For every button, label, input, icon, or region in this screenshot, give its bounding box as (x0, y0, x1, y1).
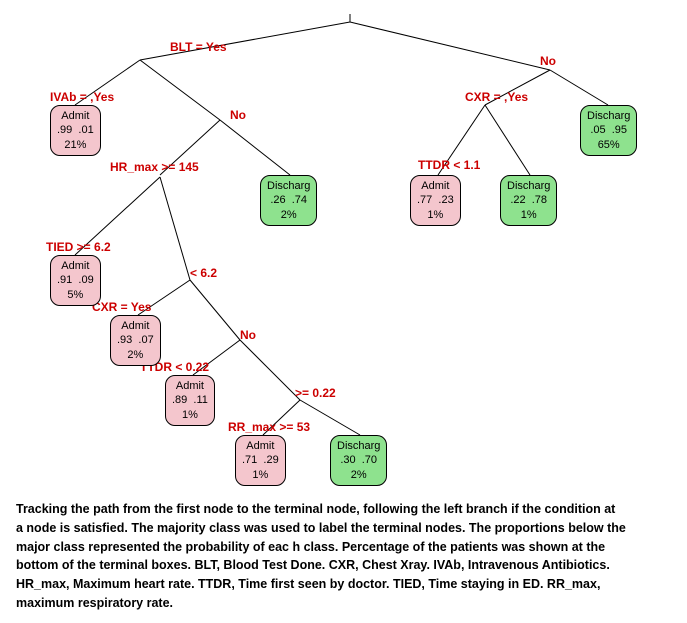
split-label: No (540, 54, 556, 68)
leaf-pct: 1% (242, 468, 279, 482)
leaf-admit: Admit.77 .231% (410, 175, 461, 226)
leaf-pct: 2% (337, 468, 380, 482)
split-label: CXR = ,Yes (465, 90, 528, 104)
leaf-pct: 1% (507, 208, 550, 222)
leaf-pct: 2% (117, 348, 154, 362)
leaf-discharge: Discharg.26 .742% (260, 175, 317, 226)
leaf-discharge: Discharg.05 .9565% (580, 105, 637, 156)
tree-edge (485, 105, 530, 175)
leaf-probs: .89 .11 (172, 393, 208, 407)
leaf-pct: 65% (587, 138, 630, 152)
caption-line: Tracking the path from the first node to… (16, 502, 615, 516)
leaf-admit: Admit.89 .111% (165, 375, 215, 426)
split-label: No (230, 108, 246, 122)
leaf-label: Discharg (267, 179, 310, 193)
leaf-probs: .71 .29 (242, 453, 279, 467)
tree-edge (160, 177, 190, 280)
leaf-probs: .30 .70 (337, 453, 380, 467)
leaf-label: Discharg (507, 179, 550, 193)
split-label: RR_max >= 53 (228, 420, 310, 434)
leaf-discharge: Discharg.30 .702% (330, 435, 387, 486)
leaf-label: Admit (57, 259, 94, 273)
caption-line: maximum respiratory rate. (16, 596, 173, 610)
leaf-discharge: Discharg.22 .781% (500, 175, 557, 226)
leaf-pct: 1% (172, 408, 208, 422)
split-label: CXR = Yes (92, 300, 151, 314)
caption-line: major class represented the probability … (16, 540, 605, 554)
leaf-label: Discharg (587, 109, 630, 123)
tree-edge (140, 60, 220, 120)
leaf-probs: .99 .01 (57, 123, 94, 137)
split-label: TIED >= 6.2 (46, 240, 111, 254)
figure-caption: Tracking the path from the first node to… (10, 500, 687, 613)
split-label: BLT = Yes (170, 40, 227, 54)
leaf-pct: 1% (417, 208, 454, 222)
split-label: TTDR < 1.1 (418, 158, 480, 172)
tree-edge (190, 280, 240, 340)
tree-edge (350, 22, 550, 70)
leaf-label: Admit (57, 109, 94, 123)
leaf-label: Discharg (337, 439, 380, 453)
split-label: HR_max >= 145 (110, 160, 199, 174)
leaf-pct: 5% (57, 288, 94, 302)
leaf-pct: 2% (267, 208, 310, 222)
leaf-probs: .93 .07 (117, 333, 154, 347)
split-label: >= 0.22 (295, 386, 336, 400)
split-label: No (240, 328, 256, 342)
leaf-pct: 21% (57, 138, 94, 152)
leaf-admit: Admit.91 .095% (50, 255, 101, 306)
leaf-admit: Admit.99 .0121% (50, 105, 101, 156)
leaf-label: Admit (417, 179, 454, 193)
split-label: IVAb = ,Yes (50, 90, 114, 104)
caption-line: a node is satisfied. The majority class … (16, 521, 626, 535)
tree-edge (220, 120, 290, 175)
caption-line: bottom of the terminal boxes. BLT, Blood… (16, 558, 610, 572)
leaf-admit: Admit.93 .072% (110, 315, 161, 366)
leaf-probs: .26 .74 (267, 193, 310, 207)
leaf-label: Admit (117, 319, 154, 333)
leaf-probs: .22 .78 (507, 193, 550, 207)
decision-tree: BLT = Yes No IVAb = ,Yes No CXR = ,Yes HR_max… (10, 10, 677, 490)
leaf-admit: Admit.71 .291% (235, 435, 286, 486)
split-label: < 6.2 (190, 266, 217, 280)
leaf-probs: .91 .09 (57, 273, 94, 287)
leaf-probs: .77 .23 (417, 193, 454, 207)
leaf-label: Admit (242, 439, 279, 453)
caption-line: HR_max, Maximum heart rate. TTDR, Time f… (16, 577, 600, 591)
leaf-label: Admit (172, 379, 208, 393)
tree-edge (240, 340, 300, 400)
tree-edge (550, 70, 608, 105)
leaf-probs: .05 .95 (587, 123, 630, 137)
